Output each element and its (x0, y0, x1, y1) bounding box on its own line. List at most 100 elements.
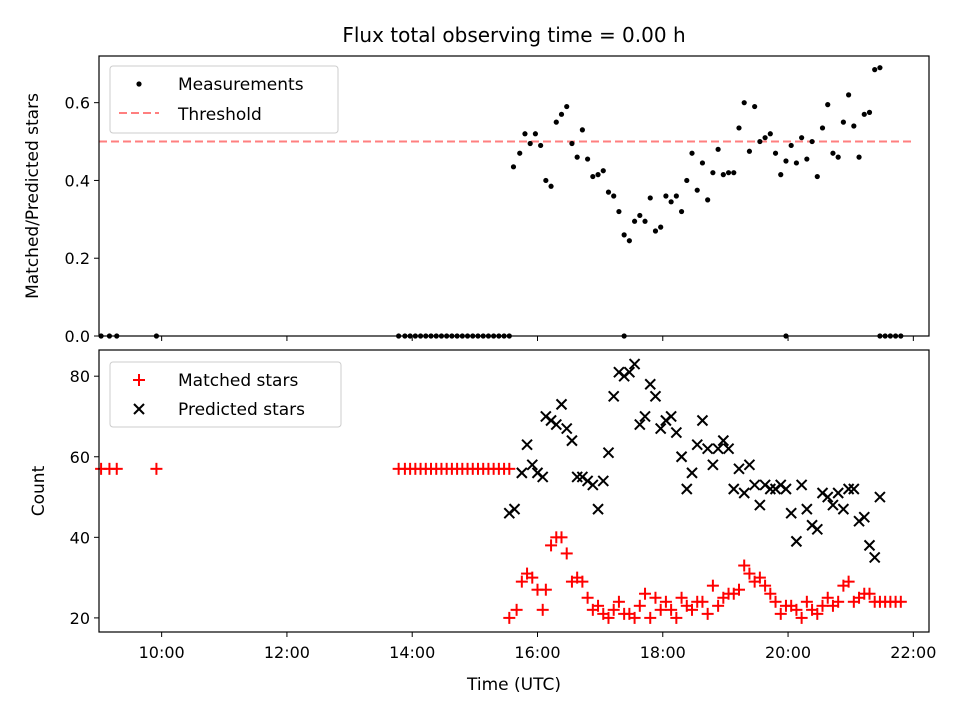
measurement-point (658, 224, 664, 230)
measurement-point (590, 173, 596, 180)
predicted-star-point (566, 434, 578, 447)
predicted-star-point (602, 447, 615, 459)
measurement-point (731, 170, 737, 176)
measurement-point (835, 154, 841, 160)
predicted-star-point (848, 483, 860, 495)
predicted-star-point (654, 422, 667, 435)
measurement-point (778, 172, 784, 178)
bottom-axes-frame (98, 349, 930, 633)
matched-star-point (790, 603, 803, 616)
measurement-point (642, 218, 648, 224)
bottom-x-tick-label: 10:00 (139, 643, 185, 662)
predicted-star-point (790, 535, 803, 548)
predicted-star-point (691, 438, 703, 451)
predicted-star-point (754, 499, 766, 511)
matched-star-point (816, 599, 829, 612)
matched-star-point (675, 591, 688, 604)
measurement-point (830, 150, 836, 156)
top-marks (98, 65, 914, 339)
top-y-axis-label: Matched/Predicted stars (23, 93, 43, 299)
predicted-star-point (801, 503, 813, 515)
measurement-point (799, 135, 805, 141)
matched-star-point (539, 583, 552, 596)
measurement-point (595, 172, 601, 178)
predicted-star-point (607, 390, 620, 403)
measurement-point (746, 148, 753, 154)
measurement-point (538, 142, 544, 149)
predicted-star-point (675, 451, 688, 463)
measurement-point (673, 193, 679, 199)
predicted-star-point (592, 503, 604, 515)
measurement-point (564, 103, 570, 110)
matched-star-point (732, 583, 745, 596)
predicted-star-point (623, 366, 636, 378)
matched-star-point (759, 579, 772, 592)
matched-star-point (832, 595, 845, 608)
matched-star-point (706, 579, 719, 592)
legend-predicted-label: Predicted stars (178, 400, 305, 420)
predicted-star-point (780, 483, 792, 495)
measurement-point (741, 100, 747, 106)
legend-measurements-marker (136, 81, 142, 87)
measurement-point (819, 125, 826, 131)
measurement-point (866, 109, 873, 115)
matched-star-point (769, 595, 782, 608)
matched-star-point (592, 599, 605, 612)
measurement-point (600, 168, 606, 174)
measurement-point (652, 228, 659, 234)
matched-star-point (649, 591, 662, 604)
measurement-point (872, 67, 878, 73)
measurement-point (621, 232, 627, 238)
matched-star-point (811, 607, 824, 620)
bottom-x-tick-label: 12:00 (264, 643, 310, 662)
matched-star-point (545, 539, 558, 552)
top-y-ticks: 0.0 0.2 0.4 0.6 (65, 94, 99, 346)
measurement-point (720, 172, 726, 178)
measurement-point (605, 189, 612, 195)
predicted-star-point (842, 483, 855, 495)
predicted-star-point (874, 491, 886, 503)
predicted-star-point (521, 438, 533, 451)
matched-star-point (644, 611, 657, 624)
matched-star-point (795, 611, 808, 624)
predicted-star-point (748, 479, 761, 491)
top-legend: Measurements Threshold (109, 65, 339, 134)
bottom-legend: Matched stars Predicted stars (109, 361, 342, 428)
predicted-star-point (795, 479, 808, 491)
matched-star-point (712, 599, 725, 612)
matched-star-point (743, 567, 756, 580)
measurement-point (804, 156, 810, 162)
measurement-point (809, 138, 815, 145)
top-panel: 0.0 0.2 0.4 0.6 Matched/Predicted stars Mea… (23, 55, 930, 346)
measurement-point (767, 131, 773, 137)
matched-star-point (633, 599, 646, 612)
measurement-point (793, 160, 800, 166)
bottom-y-tick-label: 40 (70, 528, 90, 547)
measurement-point (527, 140, 533, 147)
predicted-star-point (707, 459, 719, 471)
matched-star-point (536, 603, 549, 616)
predicted-star-point (550, 418, 562, 431)
bottom-x-tick-label: 18:00 (640, 643, 686, 662)
matched-star-point (515, 575, 528, 588)
measurement-point (663, 193, 669, 199)
bottom-marks (95, 358, 907, 624)
predicted-star-point (628, 358, 641, 370)
measurement-point (579, 127, 585, 133)
predicted-star-point (701, 442, 714, 455)
matched-star-point (764, 587, 777, 600)
predicted-star-point (837, 503, 850, 515)
predicted-star-point (526, 459, 538, 471)
matched-star-point (894, 595, 907, 608)
measurement-point (715, 146, 721, 152)
measurement-point (825, 102, 831, 108)
legend-matched-marker (133, 374, 145, 386)
measurement-point (574, 154, 580, 160)
predicted-star-point (597, 475, 609, 487)
measurement-point (877, 65, 883, 71)
predicted-star-point (587, 479, 599, 491)
predicted-star-point (681, 483, 693, 495)
measurement-point (616, 208, 622, 215)
legend-threshold-label: Threshold (177, 105, 262, 125)
predicted-star-point (869, 551, 881, 564)
